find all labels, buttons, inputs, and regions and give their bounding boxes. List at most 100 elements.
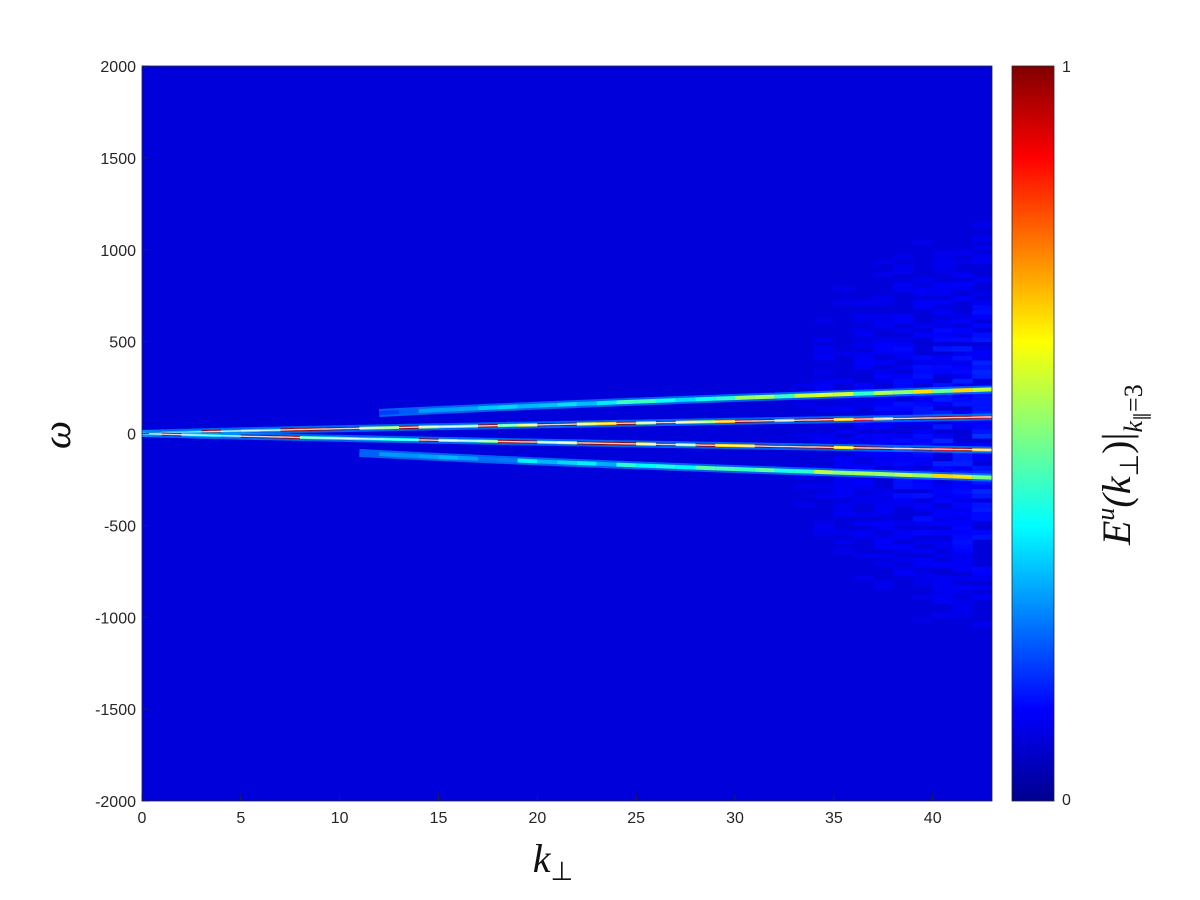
noise-cell <box>952 281 973 287</box>
noise-cell <box>972 364 992 370</box>
ridge-segment <box>438 407 459 413</box>
noise-cell <box>873 461 894 467</box>
noise-cell <box>912 240 934 246</box>
noise-cell <box>873 401 894 407</box>
noise-cell <box>952 332 973 338</box>
noise-cell <box>912 373 934 379</box>
noise-cell <box>972 507 992 513</box>
noise-cell <box>972 300 992 306</box>
ridge-segment <box>873 390 894 396</box>
noise-cell <box>952 272 973 278</box>
colorbar-label-perp: ⊥ <box>1115 454 1144 477</box>
ridge-segment <box>379 452 400 458</box>
noise-cell <box>833 438 855 444</box>
ridge-segment <box>952 388 973 393</box>
noise-cell <box>952 378 973 384</box>
noise-cell <box>912 332 934 338</box>
noise-cell <box>912 562 934 568</box>
noise-cell <box>912 484 934 490</box>
noise-cell <box>853 493 874 499</box>
noise-cell <box>952 286 973 292</box>
noise-cell <box>853 350 874 356</box>
noise-cell <box>873 562 894 568</box>
ridge-segment <box>497 404 518 410</box>
noise-cell <box>952 396 973 402</box>
noise-cell <box>952 520 973 526</box>
noise-cell <box>932 594 953 600</box>
ridge-segment <box>655 398 676 403</box>
noise-cell <box>853 314 874 320</box>
noise-cell <box>873 360 894 366</box>
ridge-segment <box>576 401 597 406</box>
ridge-segment <box>596 461 617 467</box>
noise-cell <box>932 516 953 522</box>
noise-cell <box>972 235 992 242</box>
noise-cell <box>853 382 874 389</box>
ridge-segment <box>517 458 538 464</box>
noise-cell <box>952 525 973 531</box>
noise-cell <box>833 548 855 554</box>
noise-cell <box>932 309 953 315</box>
noise-cell <box>814 378 835 384</box>
noise-cell <box>853 552 874 559</box>
noise-cell <box>952 493 973 499</box>
noise-cell <box>873 405 894 412</box>
noise-cell <box>853 497 874 503</box>
noise-cell <box>912 507 934 513</box>
ridge-segment <box>754 394 775 400</box>
ridge-segment <box>952 474 973 479</box>
noise-cell <box>912 442 934 448</box>
noise-cell <box>972 493 992 499</box>
noise-cell <box>972 350 992 356</box>
noise-cell <box>893 497 914 503</box>
noise-cell <box>873 272 894 278</box>
noise-cell <box>972 245 992 251</box>
noise-cell <box>893 346 914 352</box>
noise-cell <box>893 405 914 412</box>
noise-cell <box>932 346 953 352</box>
noise-cell <box>814 387 835 393</box>
noise-cell <box>952 419 973 425</box>
noise-cell <box>873 300 894 306</box>
noise-cell <box>972 621 992 627</box>
noise-cell <box>932 511 953 517</box>
y-tick-label: -1500 <box>95 702 136 719</box>
noise-cell <box>853 318 874 324</box>
noise-cell <box>873 451 894 457</box>
noise-cell <box>912 419 934 425</box>
noise-cell <box>873 350 894 356</box>
noise-cell <box>853 461 874 467</box>
noise-cell <box>972 470 992 476</box>
noise-cell <box>932 575 953 581</box>
noise-cell <box>873 525 894 531</box>
noise-cell <box>814 405 835 412</box>
noise-cell <box>952 369 973 375</box>
noise-cell <box>873 295 894 301</box>
noise-cell <box>833 396 855 402</box>
noise-cell <box>972 405 992 412</box>
noise-cell <box>833 502 855 508</box>
noise-cell <box>952 451 973 457</box>
noise-cell <box>972 277 992 283</box>
noise-cell <box>893 465 914 471</box>
ridge-segment <box>734 467 755 472</box>
ridge-segment <box>754 467 775 473</box>
colorbar-label: Eu(k⊥)|k∥=3 <box>1091 384 1151 546</box>
noise-cell <box>893 493 914 499</box>
noise-cell <box>952 355 973 361</box>
noise-cell <box>952 497 973 503</box>
noise-cell <box>952 346 973 352</box>
noise-cell <box>873 511 894 517</box>
noise-cell <box>873 497 894 503</box>
noise-cell <box>833 488 855 494</box>
ridge-segment <box>458 406 479 412</box>
noise-cell <box>972 442 992 448</box>
noise-cell <box>912 378 934 384</box>
noise-cell <box>873 396 894 402</box>
noise-cell <box>794 484 815 490</box>
noise-cell <box>932 461 953 467</box>
x-axis-label: k⊥ <box>533 836 573 886</box>
noise-cell <box>932 433 953 439</box>
noise-cell <box>952 539 973 545</box>
noise-cell <box>952 612 973 618</box>
